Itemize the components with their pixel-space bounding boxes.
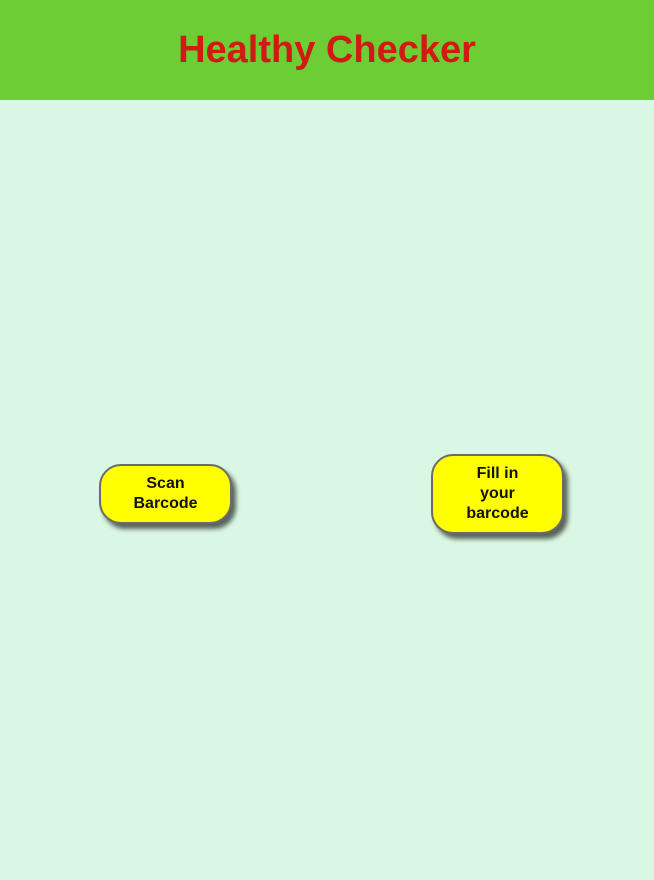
fill-in-barcode-label: Fill in your barcode (466, 465, 529, 522)
scan-barcode-label: Scan Barcode (133, 475, 198, 512)
page-title: Healthy Checker (178, 29, 476, 71)
scan-barcode-button[interactable]: Scan Barcode (99, 464, 232, 524)
main-content: Scan Barcode Fill in your barcode (0, 100, 654, 880)
app-header: Healthy Checker (0, 0, 654, 100)
fill-in-barcode-button[interactable]: Fill in your barcode (431, 454, 564, 534)
